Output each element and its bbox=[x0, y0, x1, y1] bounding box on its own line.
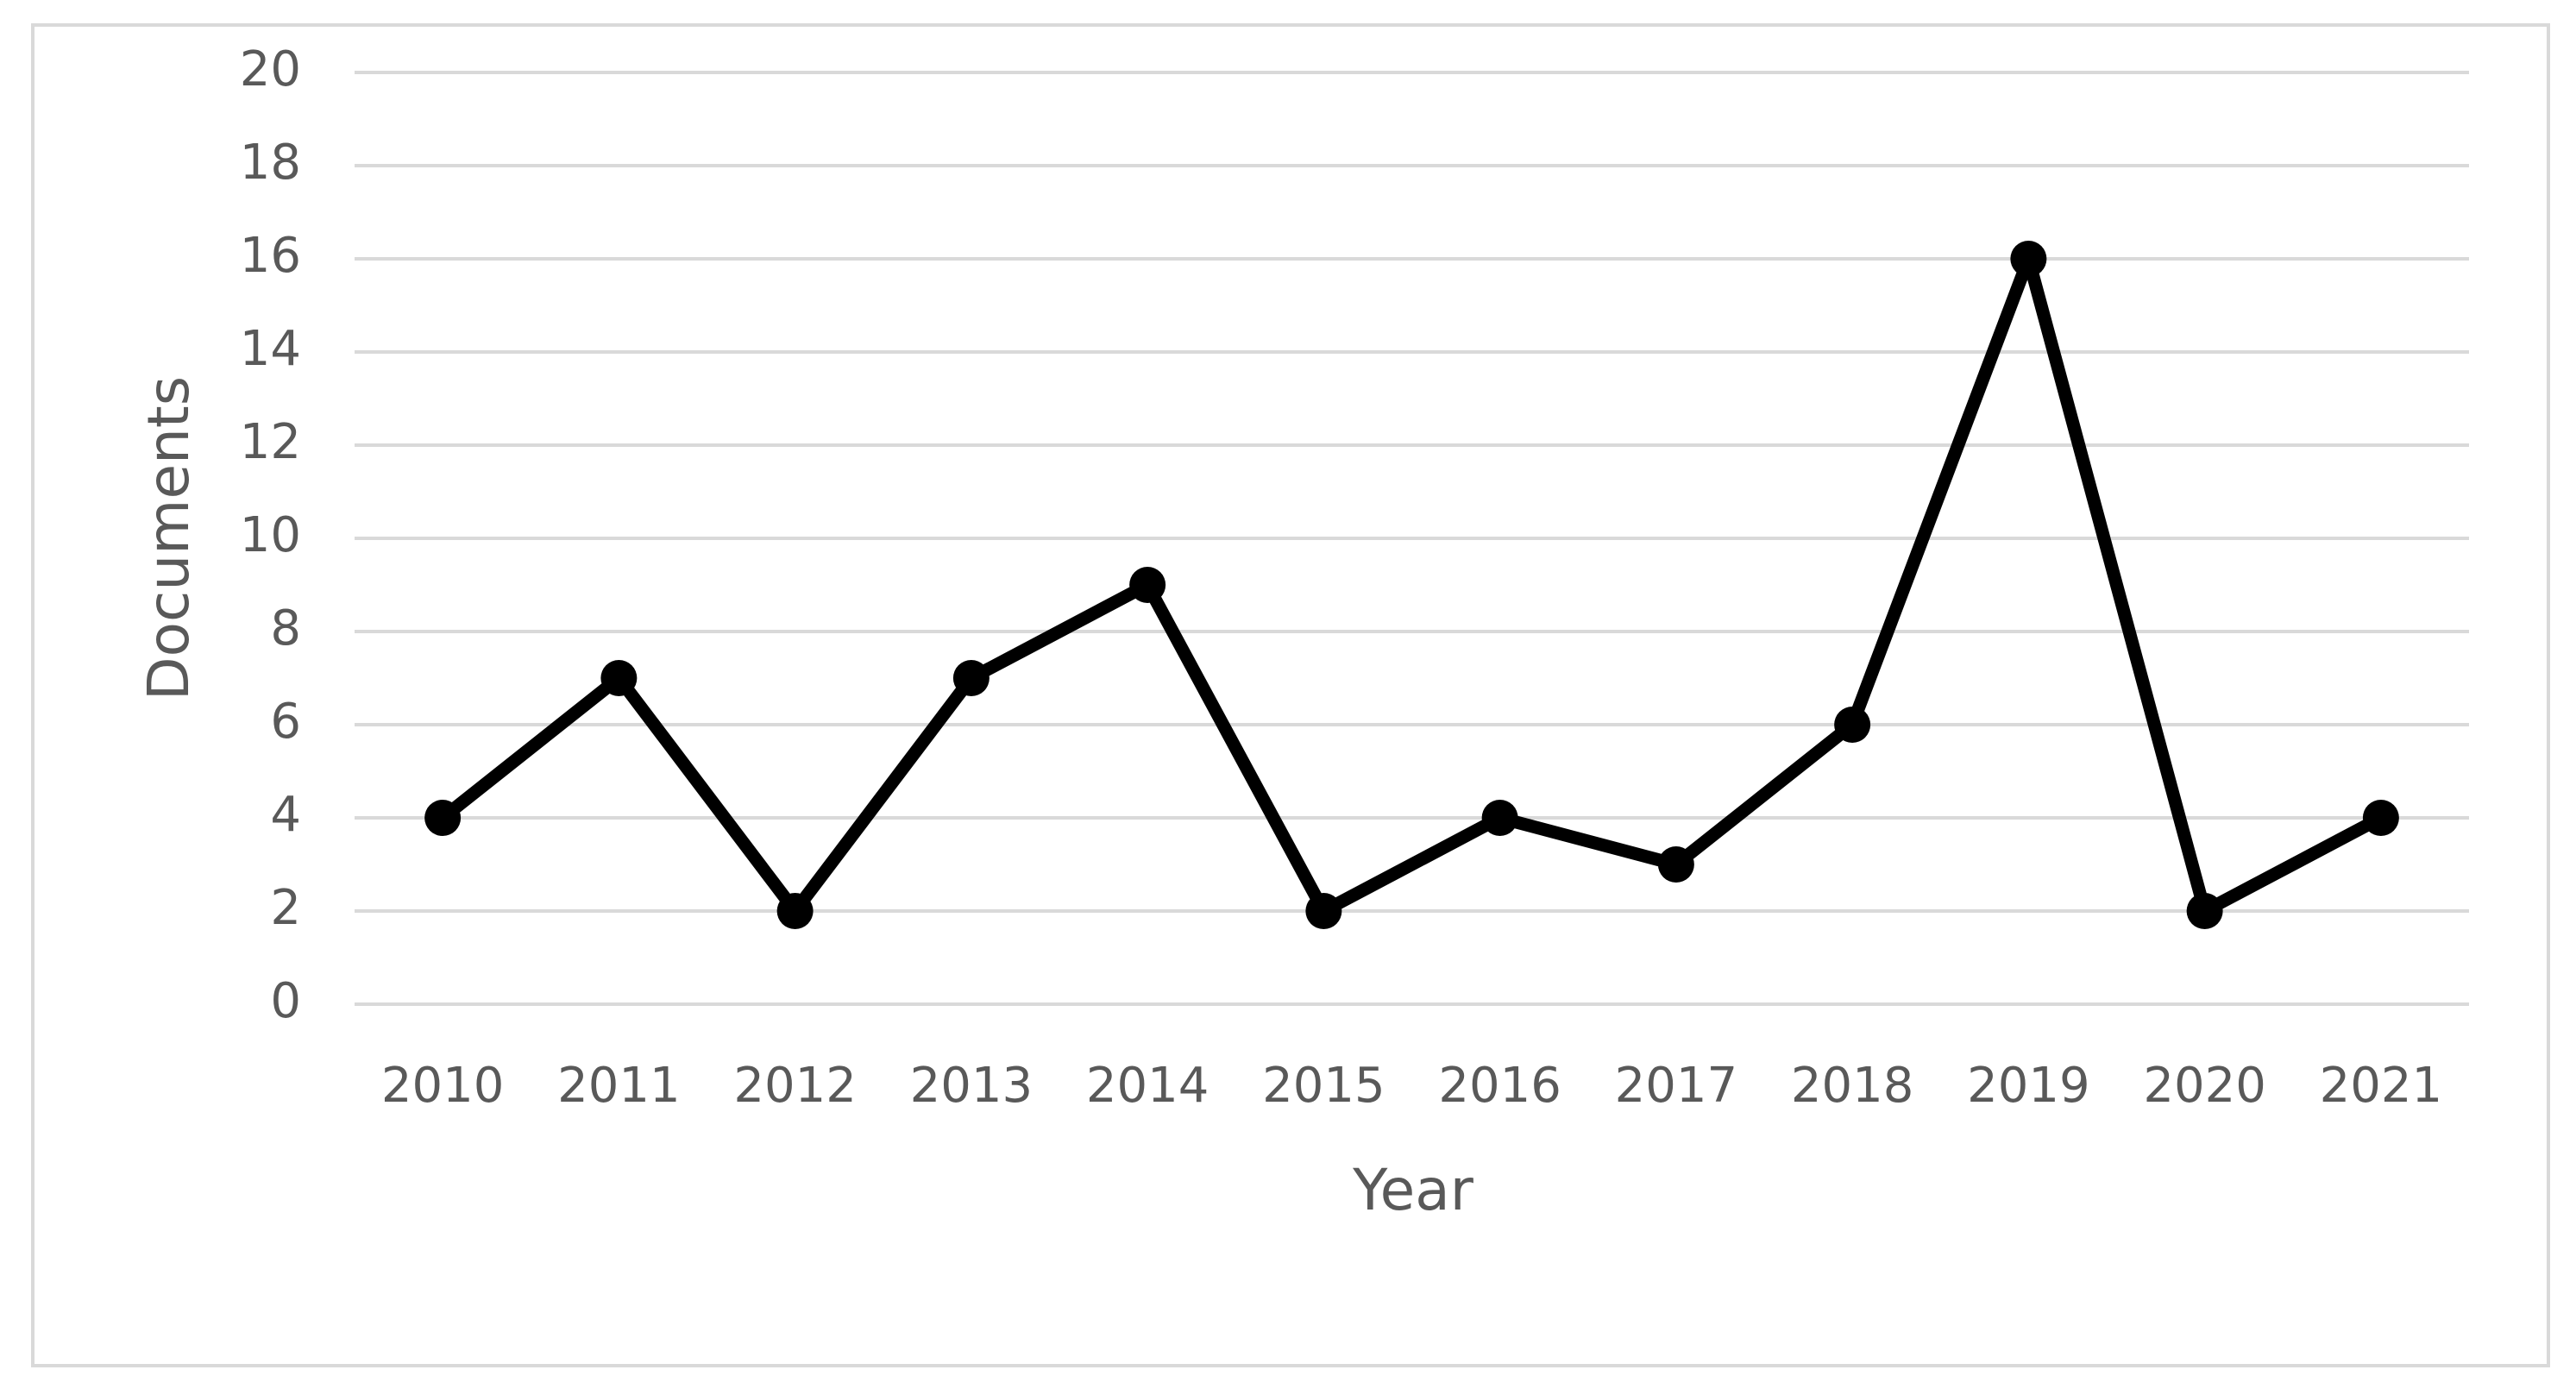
y-tick-label: 14 bbox=[240, 321, 301, 377]
x-tick-label: 2012 bbox=[733, 1058, 857, 1114]
x-tick-label: 2020 bbox=[2143, 1058, 2266, 1114]
data-point bbox=[1305, 893, 1342, 929]
y-tick-label: 12 bbox=[240, 414, 301, 470]
x-tick-label: 2018 bbox=[1791, 1058, 1914, 1114]
data-point bbox=[776, 893, 814, 929]
y-tick-label: 18 bbox=[240, 135, 301, 191]
y-tick-label: 20 bbox=[240, 41, 301, 97]
x-tick-label: 2011 bbox=[557, 1058, 681, 1114]
y-tick-label: 6 bbox=[270, 694, 301, 750]
x-tick-label: 2014 bbox=[1086, 1058, 1209, 1114]
y-tick-label: 8 bbox=[270, 600, 301, 657]
data-point bbox=[600, 660, 638, 696]
x-tick-label: 2016 bbox=[1438, 1058, 1561, 1114]
data-line bbox=[438, 252, 2384, 918]
data-point bbox=[1834, 707, 1871, 743]
data-point bbox=[424, 800, 462, 836]
data-point bbox=[1129, 567, 1166, 603]
x-tick-label: 2021 bbox=[2320, 1058, 2443, 1114]
data-point bbox=[2010, 241, 2047, 277]
x-tick-label: 2017 bbox=[1615, 1058, 1738, 1114]
y-axis-title: Documents bbox=[135, 376, 202, 701]
x-tick-label: 2015 bbox=[1262, 1058, 1385, 1114]
y-tick-label: 10 bbox=[240, 507, 301, 563]
y-tick-label: 16 bbox=[240, 228, 301, 284]
data-point bbox=[1481, 800, 1518, 836]
y-tick-label: 2 bbox=[270, 880, 301, 936]
y-tick-label: 4 bbox=[270, 787, 301, 843]
data-point bbox=[2362, 800, 2399, 836]
data-point bbox=[2186, 893, 2223, 929]
x-tick-label: 2013 bbox=[910, 1058, 1034, 1114]
x-tick-label: 2019 bbox=[1967, 1058, 2090, 1114]
data-point bbox=[1657, 846, 1694, 883]
x-axis-title: Year bbox=[1352, 1157, 1474, 1223]
x-tick-label: 2010 bbox=[381, 1058, 505, 1114]
data-point bbox=[952, 660, 990, 696]
y-tick-label: 0 bbox=[270, 973, 301, 1029]
chart-border bbox=[31, 23, 2550, 1367]
